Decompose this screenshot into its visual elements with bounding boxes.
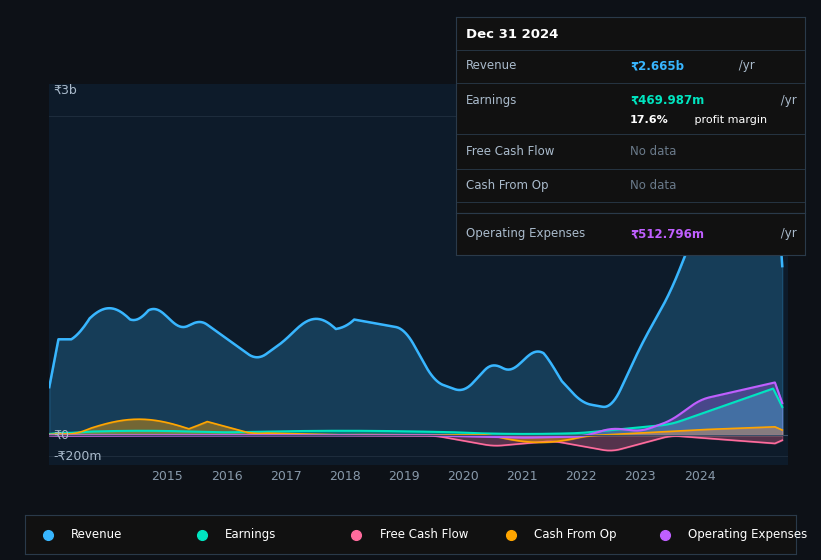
Text: Free Cash Flow: Free Cash Flow: [379, 528, 468, 542]
Text: No data: No data: [631, 179, 677, 192]
Text: /yr: /yr: [735, 59, 754, 72]
Text: ₹2.665b: ₹2.665b: [631, 59, 684, 72]
Text: -₹200m: -₹200m: [53, 450, 102, 463]
Text: Revenue: Revenue: [466, 59, 517, 72]
Text: No data: No data: [631, 144, 677, 157]
Text: profit margin: profit margin: [691, 115, 768, 125]
Text: ₹0: ₹0: [53, 428, 69, 441]
Text: Operating Expenses: Operating Expenses: [688, 528, 808, 542]
Text: Dec 31 2024: Dec 31 2024: [466, 28, 558, 41]
Text: ₹3b: ₹3b: [53, 84, 76, 97]
Text: ₹469.987m: ₹469.987m: [631, 94, 704, 106]
Text: Operating Expenses: Operating Expenses: [466, 227, 585, 240]
Text: ₹512.796m: ₹512.796m: [631, 227, 704, 240]
Text: Free Cash Flow: Free Cash Flow: [466, 144, 554, 157]
Text: /yr: /yr: [777, 227, 796, 240]
Text: Cash From Op: Cash From Op: [534, 528, 617, 542]
Text: /yr: /yr: [777, 94, 796, 106]
Text: Revenue: Revenue: [71, 528, 122, 542]
Text: 17.6%: 17.6%: [631, 115, 669, 125]
Text: Earnings: Earnings: [466, 94, 517, 106]
Text: Earnings: Earnings: [225, 528, 277, 542]
Text: Cash From Op: Cash From Op: [466, 179, 548, 192]
